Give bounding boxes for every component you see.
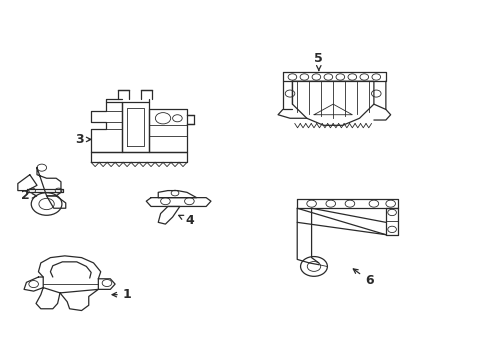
Text: 6: 6	[352, 269, 373, 287]
Text: 1: 1	[112, 288, 131, 301]
Text: 3: 3	[75, 133, 91, 146]
Text: 2: 2	[20, 189, 37, 202]
Text: 5: 5	[314, 52, 323, 71]
Text: 4: 4	[179, 214, 193, 227]
